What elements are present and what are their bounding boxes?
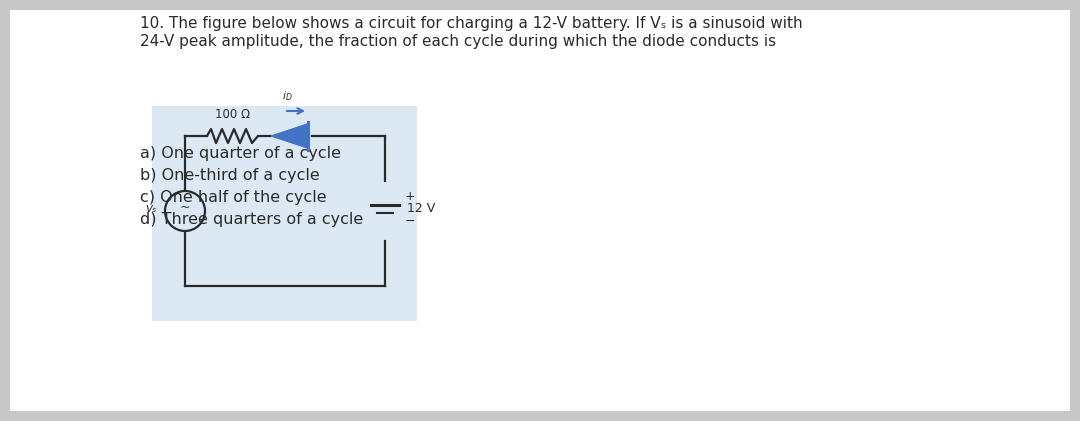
Text: vₛ: vₛ — [146, 203, 157, 216]
Text: $i_D$: $i_D$ — [282, 89, 293, 103]
Text: b) One-third of a cycle: b) One-third of a cycle — [140, 168, 320, 183]
Polygon shape — [272, 124, 308, 148]
Text: 100 Ω: 100 Ω — [215, 108, 251, 121]
Text: d) Three quarters of a cycle: d) Three quarters of a cycle — [140, 212, 363, 227]
Bar — [152, 106, 417, 321]
Text: 24-V peak amplitude, the fraction of each cycle during which the diode conducts : 24-V peak amplitude, the fraction of eac… — [140, 34, 777, 49]
Text: ~: ~ — [179, 200, 190, 213]
Text: +: + — [405, 190, 416, 203]
Text: 10. The figure below shows a circuit for charging a 12-V battery. If Vₛ is a sin: 10. The figure below shows a circuit for… — [140, 16, 802, 31]
Text: 12 V: 12 V — [407, 203, 435, 216]
Text: a) One quarter of a cycle: a) One quarter of a cycle — [140, 146, 341, 161]
Text: c) One half of the cycle: c) One half of the cycle — [140, 190, 326, 205]
Text: −: − — [405, 215, 416, 227]
